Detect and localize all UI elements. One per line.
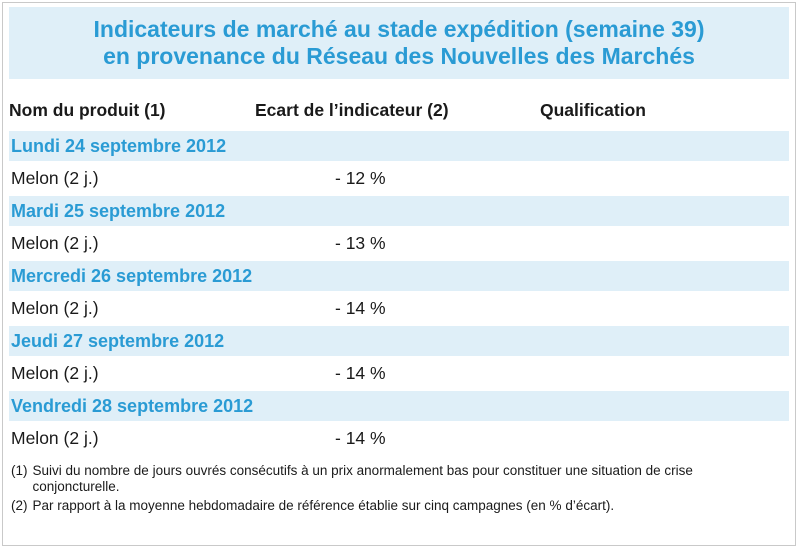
indicator-value: - 14 % (335, 363, 386, 383)
product-name: Melon (2 j.) (11, 428, 99, 448)
footnotes: (1) Suivi du nombre de jours ouvrés cons… (11, 463, 781, 517)
footnote-2: (2) Par rapport à la moyenne hebdomadair… (11, 498, 781, 514)
product-name: Melon (2 j.) (11, 233, 99, 253)
footnote-text: Par rapport à la moyenne hebdomadaire de… (32, 498, 615, 513)
footnote-text: Suivi du nombre de jours ouvrés consécut… (32, 463, 693, 494)
indicator-value: - 12 % (335, 168, 386, 188)
indicator-value: - 14 % (335, 298, 386, 318)
indicator-value: - 14 % (335, 428, 386, 448)
indicator-table: Lundi 24 septembre 2012 Melon (2 j.) - 1… (9, 131, 789, 456)
table-row: Melon (2 j.) - 14 % (9, 356, 789, 391)
table-row: Melon (2 j.) - 14 % (9, 421, 789, 456)
indicator-value: - 13 % (335, 233, 386, 253)
day-row-friday: Vendredi 28 septembre 2012 (9, 391, 789, 421)
column-header-product: Nom du produit (1) (9, 100, 166, 120)
title-line-1: Indicateurs de marché au stade expéditio… (93, 16, 705, 42)
table-row: Melon (2 j.) - 13 % (9, 226, 789, 261)
title-box: Indicateurs de marché au stade expéditio… (9, 7, 789, 79)
day-row-wednesday: Mercredi 26 septembre 2012 (9, 261, 789, 291)
table-row: Melon (2 j.) - 12 % (9, 161, 789, 196)
product-name: Melon (2 j.) (11, 298, 99, 318)
column-header-qualification: Qualification (540, 100, 646, 120)
column-header-indicator: Ecart de l’indicateur (2) (255, 100, 449, 120)
day-row-monday: Lundi 24 septembre 2012 (9, 131, 789, 161)
product-name: Melon (2 j.) (11, 168, 99, 188)
day-row-tuesday: Mardi 25 septembre 2012 (9, 196, 789, 226)
product-name: Melon (2 j.) (11, 363, 99, 383)
title-line-2: en provenance du Réseau des Nouvelles de… (103, 43, 695, 69)
day-row-thursday: Jeudi 27 septembre 2012 (9, 326, 789, 356)
table-row: Melon (2 j.) - 14 % (9, 291, 789, 326)
footnote-number: (1) (11, 463, 28, 478)
footnote-1: (1) Suivi du nombre de jours ouvrés cons… (11, 463, 781, 495)
footnote-number: (2) (11, 498, 28, 513)
